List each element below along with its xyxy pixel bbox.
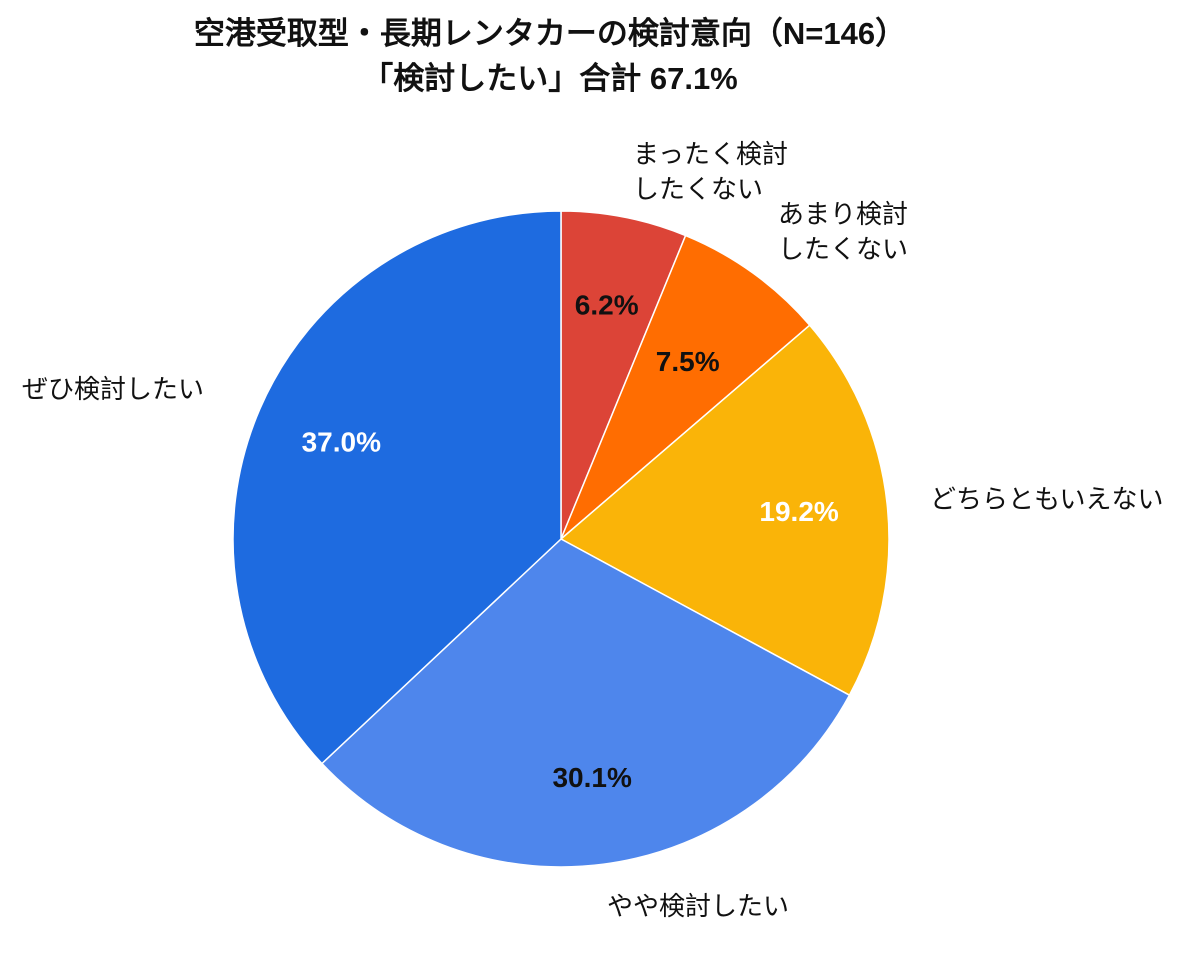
pie-slice-4 <box>232 210 562 765</box>
chart-title-line2: 「検討したい」合計 67.1% <box>362 60 738 96</box>
callout-label-dochira: どちらともいえない <box>930 484 1164 514</box>
pie-slice-pct-label-1: 7.5% <box>656 346 720 377</box>
chart-title-line1: 空港受取型・長期レンタカーの検討意向（N=146） <box>193 16 907 51</box>
pie-slice-pct-label-3: 30.1% <box>552 762 631 793</box>
pie-slice-pct-label-4: 37.0% <box>302 426 381 457</box>
pie-slice-1 <box>560 234 811 540</box>
callout-label-yaya: やや検討したい <box>607 891 790 921</box>
pie-slice-2 <box>560 324 890 696</box>
callout-label-mattaku: まったく検討 したくない <box>633 139 788 205</box>
pie-slice-0 <box>560 210 687 540</box>
pie-slice-pct-label-0: 6.2% <box>575 290 639 321</box>
callout-label-amari: あまり検討 したくない <box>778 199 909 265</box>
callout-label-zehi: ぜひ検討したい <box>22 374 205 404</box>
chart-title: 空港受取型・長期レンタカーの検討意向（N=146） 「検討したい」合計 67.1… <box>0 12 1100 102</box>
pie-slice-3 <box>321 538 851 868</box>
pie-slice-pct-label-2: 19.2% <box>759 496 838 527</box>
